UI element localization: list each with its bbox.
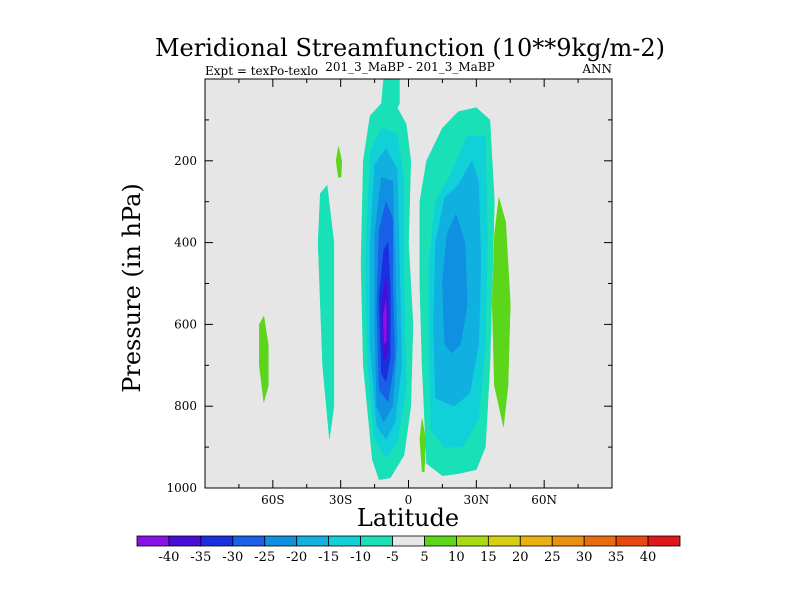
- subtitle-left: Expt = texPo-texlo: [205, 64, 318, 78]
- upper-positive-patch: [335, 146, 343, 178]
- subtitle-center: 201_3_MaBP - 201_3_MaBP: [325, 60, 494, 74]
- colorbar-label: -20: [286, 550, 307, 565]
- y-axis-label: Pressure (in hPa): [118, 183, 146, 393]
- colorbar-swatch: [519, 535, 553, 547]
- colorbar-swatch: [168, 535, 202, 547]
- y-tick-label: 200: [174, 154, 197, 168]
- lower-positive-patch: [419, 418, 426, 472]
- colorbar-label: 20: [512, 550, 529, 565]
- colorbar-label: -35: [190, 550, 211, 565]
- chart-title: Meridional Streamfunction (10**9kg/m-2): [155, 34, 665, 62]
- colorbar-label: 10: [448, 550, 465, 565]
- southern-negative-band: [317, 185, 335, 440]
- colorbar-label: 15: [480, 550, 497, 565]
- colorbar-swatch: [264, 535, 298, 547]
- colorbar-swatch: [583, 535, 617, 547]
- colorbar-swatch: [487, 535, 521, 547]
- x-tick-label: 60S: [261, 493, 285, 507]
- colorbar-label: -5: [386, 550, 399, 565]
- colorbar-label: -30: [222, 550, 243, 565]
- y-tick-label: 400: [174, 236, 197, 250]
- colorbar-swatch: [328, 535, 361, 547]
- colorbar-label: 30: [576, 550, 593, 565]
- colorbar-swatch: [360, 535, 393, 547]
- northern-negative-cell-l4: [442, 213, 468, 354]
- x-tick-label: 30S: [329, 493, 353, 507]
- colorbar-swatch: [392, 535, 425, 547]
- x-tick-label: 0: [405, 493, 413, 507]
- northern-positive-band: [491, 197, 511, 427]
- colorbar-label: -40: [158, 550, 179, 565]
- colorbar-swatch: [232, 535, 266, 547]
- colorbar-swatch: [296, 535, 330, 547]
- x-axis-label: Latitude: [357, 504, 459, 532]
- tropical-negative-cell-core: [382, 299, 388, 346]
- southern-positive-band: [259, 315, 269, 403]
- colorbar-swatch: [136, 535, 170, 547]
- colorbar-label: 25: [544, 550, 561, 565]
- colorbar-swatch: [200, 535, 234, 547]
- x-tick-label: 30N: [463, 493, 489, 507]
- colorbar-label: -15: [318, 550, 339, 565]
- y-tick-label: 800: [174, 399, 197, 413]
- x-tick-label: 60N: [531, 493, 557, 507]
- colorbar-swatch: [456, 535, 489, 547]
- subtitle-right: ANN: [581, 62, 612, 76]
- colorbar-label: -10: [350, 550, 371, 565]
- colorbar-label: 40: [640, 550, 657, 565]
- colorbar-swatch: [615, 535, 649, 547]
- colorbar-swatch: [551, 535, 585, 547]
- colorbar-swatch: [647, 535, 681, 547]
- y-tick-label: 1000: [166, 481, 197, 495]
- upper-cap-negative: [381, 78, 400, 112]
- colorbar-swatch: [424, 535, 457, 547]
- colorbar-label: -25: [254, 550, 275, 565]
- colorbar-label: 35: [608, 550, 625, 565]
- colorbar-label: 5: [420, 550, 428, 565]
- y-tick-label: 600: [174, 317, 197, 331]
